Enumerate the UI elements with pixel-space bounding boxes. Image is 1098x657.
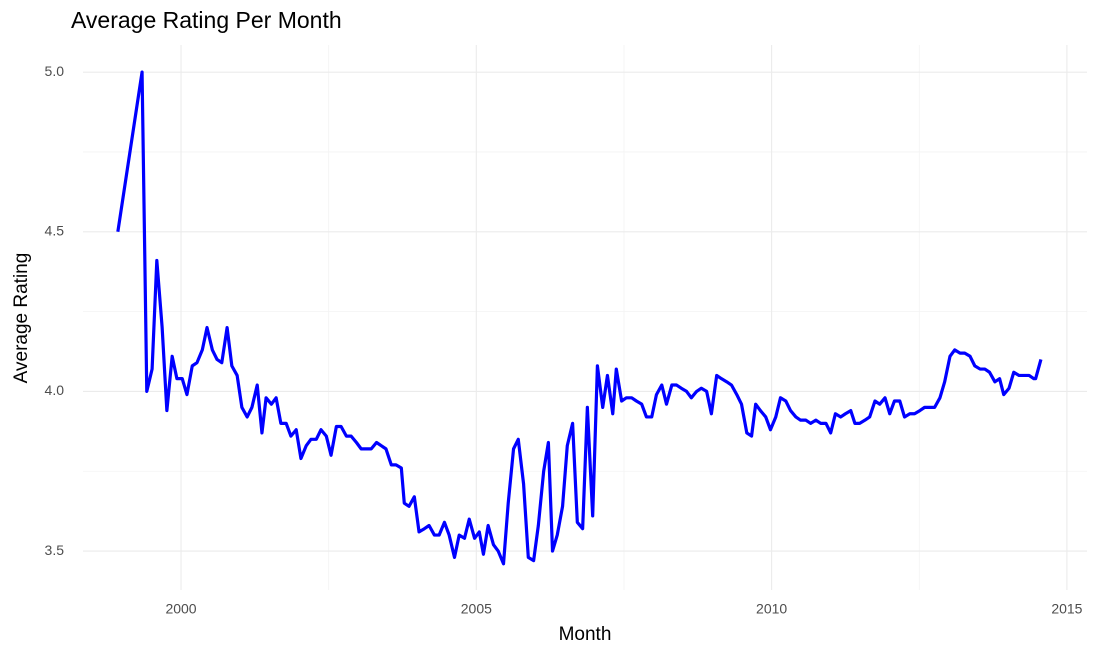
- y-tick-label: 5.0: [45, 63, 65, 79]
- y-tick-label: 4.0: [45, 382, 65, 398]
- data-line: [116, 70, 1043, 566]
- x-tick-label: 2010: [756, 601, 787, 617]
- y-axis-title: Average Rating: [11, 253, 32, 384]
- y-tick-label: 3.5: [45, 542, 65, 558]
- y-tick-label: 4.5: [45, 222, 65, 238]
- x-tick-label: 2015: [1051, 601, 1082, 617]
- x-axis-title: Month: [559, 624, 612, 645]
- chart-title: Average Rating Per Month: [71, 7, 342, 33]
- x-tick-label: 2000: [165, 601, 196, 617]
- x-tick-label: 2005: [461, 601, 492, 617]
